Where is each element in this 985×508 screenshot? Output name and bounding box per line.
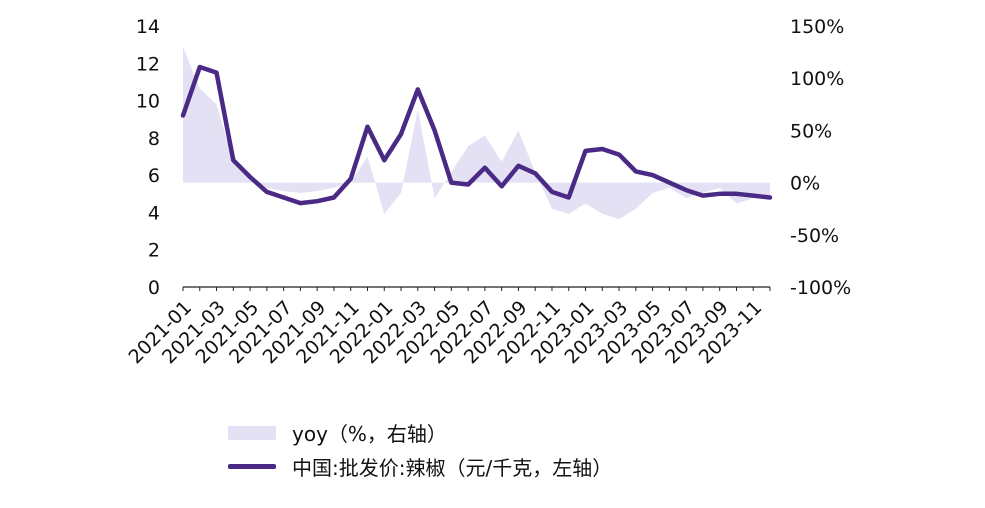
left-y-tick-label: 14 [136, 16, 160, 38]
right-y-tick-label: 0% [790, 173, 820, 195]
right-y-tick-label: -100% [790, 277, 851, 299]
left-y-tick-label: 6 [148, 165, 160, 187]
left-y-tick-label: 10 [136, 91, 160, 113]
right-y-tick-label: -50% [790, 225, 839, 247]
legend-item-yoy: yoy（%，右轴） [228, 418, 447, 447]
chart: 0 2 4 6 8 10 12 14 -100% -50% 0% 50% 100% 150% 2021-… [124, 16, 851, 369]
left-y-tick-label: 4 [148, 202, 160, 224]
left-y-ticks: 0 2 4 6 8 10 12 14 [136, 16, 160, 299]
right-y-tick-label: 50% [790, 120, 832, 142]
right-y-tick-label: 100% [790, 68, 844, 90]
left-y-tick-label: 2 [148, 240, 160, 262]
right-y-tick-label: 150% [790, 16, 844, 38]
price-line-layer [180, 64, 773, 206]
right-y-ticks: -100% -50% 0% 50% 100% 150% [790, 16, 851, 299]
left-y-tick-label: 12 [136, 53, 160, 75]
left-y-tick-label: 0 [148, 277, 160, 299]
legend-item-price: 中国:批发价:辣椒（元/千克，左轴） [228, 452, 612, 481]
left-y-tick-label: 8 [148, 128, 160, 150]
price-line [180, 64, 773, 206]
axis-layer [182, 286, 771, 291]
legend-swatch-area [228, 425, 276, 440]
legend-label-price: 中国:批发价:辣椒（元/千克，左轴） [292, 456, 613, 480]
x-ticks: 2021-012021-032021-052021-072021-092021-… [124, 297, 766, 369]
legend-swatch-line [228, 464, 276, 469]
legend-label-yoy: yoy（%，右轴） [292, 422, 447, 446]
